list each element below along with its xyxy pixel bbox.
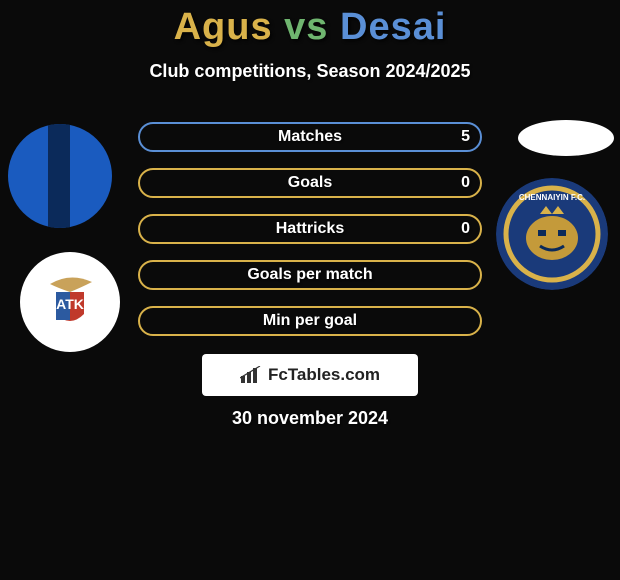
stats-table: Matches 5 Goals 0 Hattricks 0 Goals per …	[138, 122, 482, 352]
stat-label: Matches	[278, 128, 342, 146]
page-title: Agus vs Desai	[0, 0, 620, 49]
stat-row-min-per-goal: Min per goal	[138, 306, 482, 336]
bar-chart-icon	[240, 366, 262, 384]
stat-label: Goals	[288, 174, 332, 192]
svg-text:ATK: ATK	[56, 296, 84, 312]
date-text: 30 november 2024	[0, 408, 620, 429]
vs-text: vs	[284, 6, 328, 48]
player1-club-badge: ATK	[20, 252, 120, 352]
stat-value-player2: 0	[461, 220, 470, 238]
fctables-link[interactable]: FcTables.com	[202, 354, 418, 396]
subtitle: Club competitions, Season 2024/2025	[0, 61, 620, 82]
player2-avatar	[518, 120, 614, 156]
stat-label: Goals per match	[247, 266, 372, 284]
stat-row-goals: Goals 0	[138, 168, 482, 198]
stat-value-player2: 0	[461, 174, 470, 192]
fctables-label: FcTables.com	[268, 365, 380, 385]
stat-label: Min per goal	[263, 312, 357, 330]
player2-club-badge: CHENNAIYIN F.C.	[496, 178, 608, 290]
player1-name: Agus	[174, 6, 273, 48]
stat-label: Hattricks	[276, 220, 344, 238]
svg-text:CHENNAIYIN F.C.: CHENNAIYIN F.C.	[519, 193, 585, 202]
stat-row-hattricks: Hattricks 0	[138, 214, 482, 244]
player2-name: Desai	[340, 6, 446, 48]
stat-row-goals-per-match: Goals per match	[138, 260, 482, 290]
player1-avatar	[8, 124, 112, 228]
stat-row-matches: Matches 5	[138, 122, 482, 152]
stat-value-player2: 5	[461, 128, 470, 146]
